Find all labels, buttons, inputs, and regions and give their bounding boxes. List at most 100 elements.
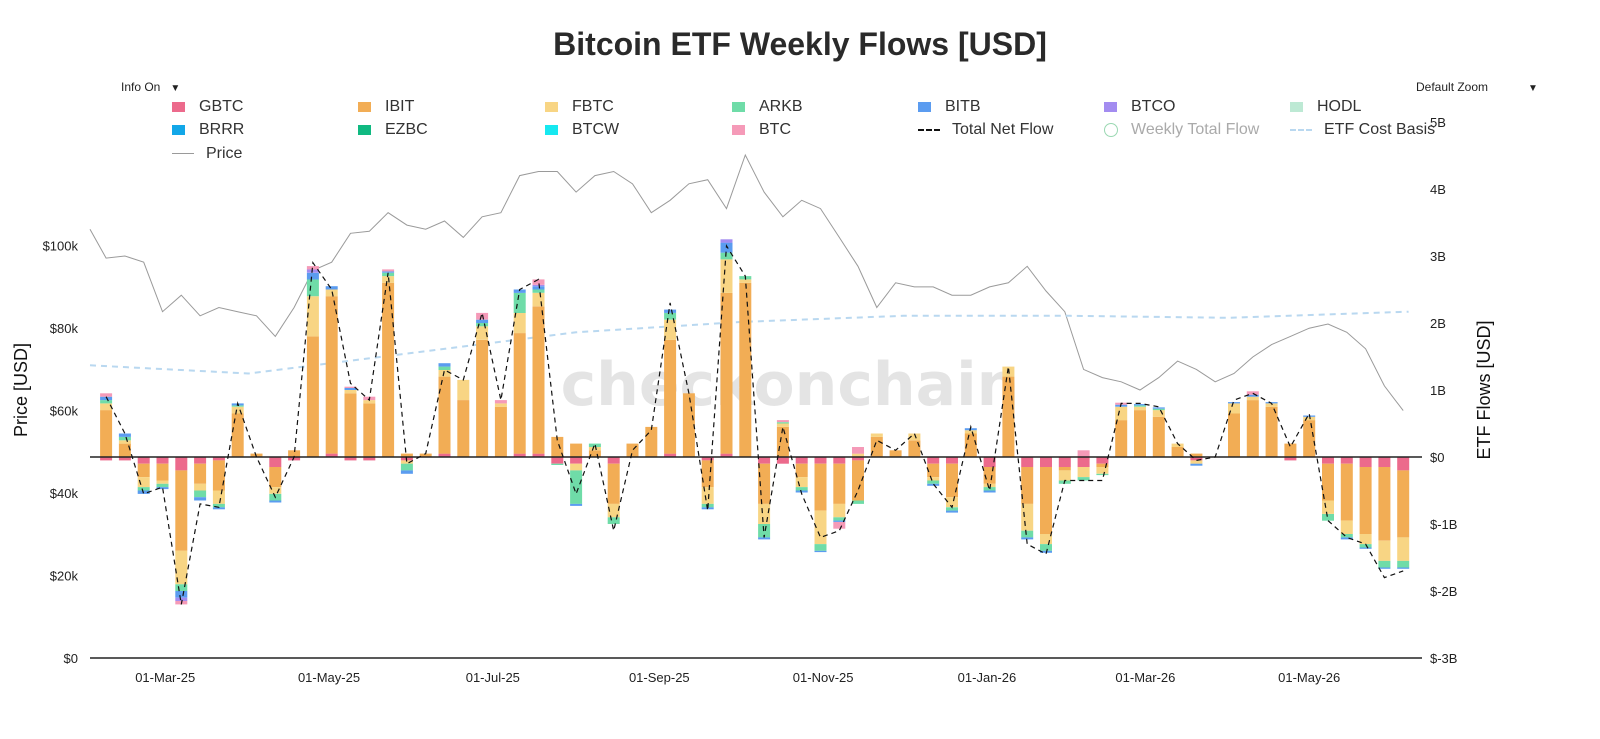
bar-ibit-2025-02-07	[100, 410, 113, 457]
bar-arkb-2025-12-19	[946, 507, 958, 511]
bar-ibit-2025-03-14	[194, 463, 207, 484]
price-line	[89, 153, 1404, 411]
legend-item-ezbc[interactable]: EZBC	[358, 121, 428, 139]
bar-bitb-2025-11-07	[833, 520, 846, 522]
bar-fbtc-2025-05-09	[344, 390, 357, 394]
bar-gbtc-2025-10-31	[814, 457, 827, 464]
bar-ibit-2025-05-16	[363, 403, 376, 457]
bar-fbtc-2026-02-20	[1115, 406, 1128, 421]
bar-gbtc-2025-07-11	[513, 453, 526, 457]
bar-fbtc-2025-02-07	[100, 403, 113, 411]
bar-fbtc-2026-01-23	[1040, 534, 1052, 545]
bar-arkb-2025-09-05	[664, 312, 677, 320]
bar-fbtc-2025-09-19	[701, 487, 714, 504]
bar-ibit-2025-02-28	[156, 463, 169, 481]
bar-ibit-2026-03-13	[1171, 447, 1184, 457]
bar-bitb-2025-03-07	[175, 591, 188, 598]
bar-ibit-2025-02-21	[137, 463, 150, 478]
chevron-down-icon: ▼	[170, 83, 181, 94]
legend-item-gbtc[interactable]: GBTC	[172, 98, 243, 116]
bar-fbtc-2026-02-13	[1096, 467, 1109, 474]
bar-fbtc-2025-03-21	[212, 490, 225, 504]
legend-item-btc[interactable]: BTC	[732, 121, 791, 139]
bar-arkb-2025-04-25	[306, 279, 319, 297]
bar-arkb-2025-11-14	[852, 500, 864, 504]
bar-ibit-2025-04-11	[269, 467, 282, 488]
bar-arkb-2025-09-26	[720, 252, 733, 260]
info-toggle-dropdown[interactable]: Info On ▼	[121, 80, 180, 94]
legend-item-total-net-flow[interactable]: Total Net Flow	[918, 121, 1053, 139]
x-tick-label: 01-May-26	[1278, 670, 1340, 685]
bar-ibit-2026-05-08	[1322, 463, 1334, 501]
bar-arkb-2025-02-07	[100, 400, 113, 404]
y-right-tick-label: $-3B	[1430, 651, 1457, 666]
bar-btc-2025-05-23	[382, 269, 395, 272]
legend-swatch-icon	[1290, 101, 1303, 112]
bar-fbtc-2026-04-17	[1265, 403, 1278, 407]
bar-ibit-2026-01-09	[1002, 376, 1015, 457]
y-right-tick-label: 1B	[1430, 383, 1446, 398]
bar-bitb-2026-01-16	[1021, 537, 1034, 540]
legend-item-ibit[interactable]: IBIT	[358, 98, 414, 116]
bar-arkb-2025-06-13	[438, 366, 451, 370]
bar-fbtc-2025-02-28	[156, 480, 169, 484]
bar-fbtc-2025-06-27	[476, 326, 489, 340]
legend-swatch-icon	[358, 101, 371, 112]
bar-arkb-2026-06-05	[1397, 560, 1410, 568]
bar-ibit-2025-03-07	[175, 470, 188, 551]
bar-fbtc-2026-06-05	[1397, 537, 1410, 561]
legend-item-price[interactable]: Price	[172, 145, 242, 163]
legend-item-brrr[interactable]: BRRR	[172, 121, 244, 139]
legend-swatch-icon	[732, 101, 745, 112]
bar-ibit-2025-06-20	[457, 400, 470, 457]
bar-fbtc-2025-08-08	[588, 447, 601, 451]
bar-fbtc-2025-10-17	[776, 423, 789, 427]
bar-fbtc-2025-05-16	[363, 400, 376, 404]
bar-gbtc-2025-07-25	[551, 457, 564, 464]
zoom-dropdown[interactable]: Default Zoom ▼	[1416, 80, 1538, 94]
bar-fbtc-2025-11-14	[852, 453, 864, 457]
legend-item-btcw[interactable]: BTCW	[545, 121, 619, 139]
bar-arkb-2025-02-21	[137, 487, 150, 491]
x-tick-label: 01-Jan-26	[958, 670, 1017, 685]
x-tick-label: 01-May-25	[298, 670, 360, 685]
legend-label: BRRR	[199, 121, 245, 138]
bar-ibit-2026-02-20	[1115, 420, 1128, 457]
bar-ibit-2026-03-20	[1190, 453, 1203, 457]
legend-item-hodl[interactable]: HODL	[1290, 98, 1361, 116]
legend-item-weekly-total-flow[interactable]: Weekly Total Flow	[1104, 121, 1259, 139]
bar-bitb-2026-06-05	[1397, 567, 1410, 569]
bar-fbtc-2025-03-07	[175, 550, 188, 585]
bar-gbtc-2025-07-18	[532, 453, 545, 457]
bar-gbtc-2025-04-11	[269, 457, 282, 467]
bar-fbtc-2026-05-29	[1378, 540, 1391, 561]
chevron-down-icon: ▼	[1528, 83, 1538, 94]
bar-fbtc-2025-07-18	[532, 292, 545, 307]
bar-ibit-2026-01-16	[1021, 467, 1034, 504]
legend-item-arkb[interactable]: ARKB	[732, 98, 803, 116]
legend-item-etf-cost-basis[interactable]: ETF Cost Basis	[1290, 121, 1435, 139]
bar-ibit-2025-07-04	[494, 406, 507, 458]
bar-gbtc-2025-05-16	[363, 457, 376, 461]
bar-bitb-2026-03-20	[1190, 463, 1203, 466]
legend-item-btco[interactable]: BTCO	[1104, 98, 1175, 116]
bar-bitb-2025-10-31	[814, 550, 827, 553]
y-right-tick-label: 3B	[1430, 249, 1446, 264]
bar-btc-2025-07-04	[494, 400, 507, 404]
bar-bitb-2025-06-27	[476, 319, 489, 323]
bar-gbtc-2026-03-20	[1190, 457, 1203, 461]
legend-label: BTCW	[572, 121, 620, 138]
bar-ibit-2025-05-30	[400, 453, 413, 457]
bar-gbtc-2026-05-08	[1322, 457, 1334, 464]
bar-bitb-2025-03-14	[194, 497, 207, 501]
bar-arkb-2025-03-14	[194, 490, 207, 498]
y-right-tick-label: $-2B	[1430, 584, 1457, 599]
bar-ibit-2025-04-18	[288, 450, 301, 457]
legend-item-bitb[interactable]: BITB	[918, 98, 981, 116]
bar-fbtc-2026-03-20	[1190, 460, 1203, 464]
bar-arkb-2026-03-06	[1152, 408, 1165, 411]
legend-item-fbtc[interactable]: FBTC	[545, 98, 614, 116]
legend-swatch-icon	[1290, 128, 1312, 131]
bar-gbtc-2025-03-21	[212, 457, 225, 461]
bar-ibit-2026-02-27	[1134, 410, 1146, 457]
